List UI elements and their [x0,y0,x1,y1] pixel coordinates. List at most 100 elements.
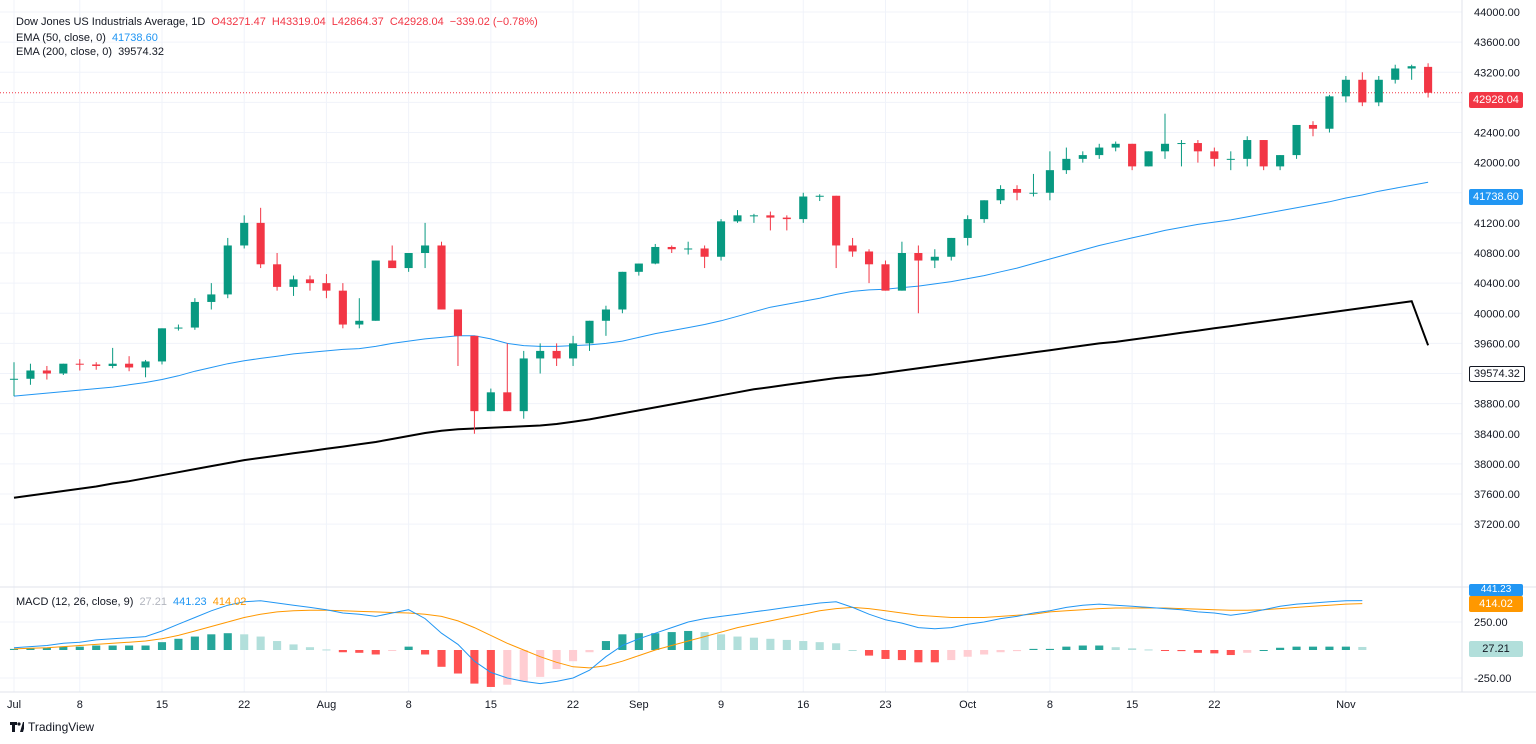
time-tick-label: 23 [879,699,891,711]
candle-body [881,264,890,291]
candle-body [1144,151,1153,167]
ema200-legend[interactable]: EMA (200, close, 0) 39574.32 [16,45,167,59]
macd-histogram-bar [930,650,939,663]
macd-histogram-bar [240,634,249,650]
macd-histogram-bar [1095,645,1104,650]
candle-body [1095,147,1104,156]
time-tick-label: 16 [797,699,809,711]
price-pane[interactable] [0,63,1462,499]
last-price-tag: 42928.04 [1469,92,1523,108]
macd-pane[interactable] [9,600,1367,687]
macd-histogram-bar [223,633,232,650]
candle-body [1160,143,1170,152]
price-tick-label: 40400.00 [1474,278,1520,290]
candle-body [1078,155,1087,159]
macd-histogram-bar [716,634,726,650]
macd-signal-tag: 414.02 [1469,596,1523,612]
price-tick-label: 38400.00 [1474,429,1520,441]
macd-histogram-bar [371,650,380,655]
candle-body [733,215,742,222]
macd-label[interactable]: MACD (12, 26, close, 9) [16,596,134,608]
ema50-line [13,181,1429,397]
candle-body [667,246,676,250]
candle-body [1128,143,1137,167]
candle-body [552,350,561,359]
macd-histogram-bar [947,650,956,661]
candle-body [355,320,364,325]
candle-body [1407,66,1416,69]
candle-body [470,335,479,412]
macd-histogram-bar [749,637,758,650]
macd-histogram-bar [453,650,463,674]
symbol-title[interactable]: Dow Jones US Industrials Average, 1D [16,16,206,28]
grid-lines [0,0,1462,692]
candle-body [947,237,956,257]
candle-body [256,222,265,265]
price-tick-label: 37200.00 [1474,519,1520,531]
candle-body [404,253,413,269]
candle-body [601,309,610,321]
macd-histogram-bar [207,634,216,650]
candle-body [1029,192,1038,194]
macd-histogram-bar [470,650,479,684]
candle-body [1243,140,1252,159]
candle-body [92,364,101,366]
candle-body [1210,151,1219,159]
tradingview-icon [10,722,24,732]
macd-histogram-bar [174,638,183,650]
candle-body [651,246,660,264]
macd-histogram-bar [75,646,84,650]
candle-body [1424,66,1433,93]
macd-histogram-bar [1243,650,1252,653]
candle-body [1374,79,1383,103]
candle-body [980,200,989,220]
macd-histogram-bar [421,650,430,655]
symbol-legend[interactable]: Dow Jones US Industrials Average, 1D O43… [16,15,541,29]
ema50-value: 41738.60 [111,32,158,44]
price-tick-label: 40000.00 [1474,308,1520,320]
tradingview-logo[interactable]: TradingView [10,720,94,734]
macd-legend[interactable]: MACD (12, 26, close, 9) 27.21 441.23 414… [16,595,249,609]
price-tick-label: 38800.00 [1474,399,1520,411]
candle-body [503,392,512,412]
candle-body [1045,170,1054,193]
macd-histogram-bar [42,647,51,650]
macd-line-tag: 441.23 [1469,584,1523,596]
price-tick-label: 43600.00 [1474,37,1520,49]
ema200-label[interactable]: EMA (200, close, 0) [16,46,112,58]
ema50-price-tag: 41738.60 [1469,189,1523,205]
candle-body [536,350,545,359]
macd-histogram-bar [569,650,578,662]
candle-body [963,219,972,238]
candle-body [766,215,775,218]
price-tick-label: 43200.00 [1474,67,1520,79]
ema50-label[interactable]: EMA (50, close, 0) [16,32,106,44]
candle-body [1012,188,1022,193]
macd-histogram-bar [700,632,709,650]
macd-histogram-bar [256,636,265,650]
macd-histogram-bar [157,642,167,650]
candle-body [716,221,726,257]
candle-body [305,279,315,284]
price-tick-label: 41200.00 [1474,218,1520,230]
macd-histogram-bar [92,645,101,650]
candle-body [618,271,627,310]
macd-histogram-bar [289,644,298,650]
time-tick-label: 22 [1208,699,1220,711]
time-tick-label: 15 [485,699,497,711]
macd-histogram-bar [914,650,923,663]
macd-histogram-bar [897,650,906,661]
macd-histogram-bar [963,650,972,657]
time-tick-label: 15 [1126,699,1138,711]
macd-histogram-bar [1210,650,1219,654]
macd-histogram-bar [815,642,824,650]
candle-body [273,264,282,287]
macd-histogram-bar [125,645,134,650]
price-tick-label: 38000.00 [1474,459,1520,471]
time-tick-label: Aug [317,699,337,711]
macd-histogram-bar [338,650,347,653]
macd-histogram-bar [980,650,989,655]
ohlc-change: −339.02 (−0.78%) [449,16,538,28]
ema50-legend[interactable]: EMA (50, close, 0) 41738.60 [16,31,161,45]
